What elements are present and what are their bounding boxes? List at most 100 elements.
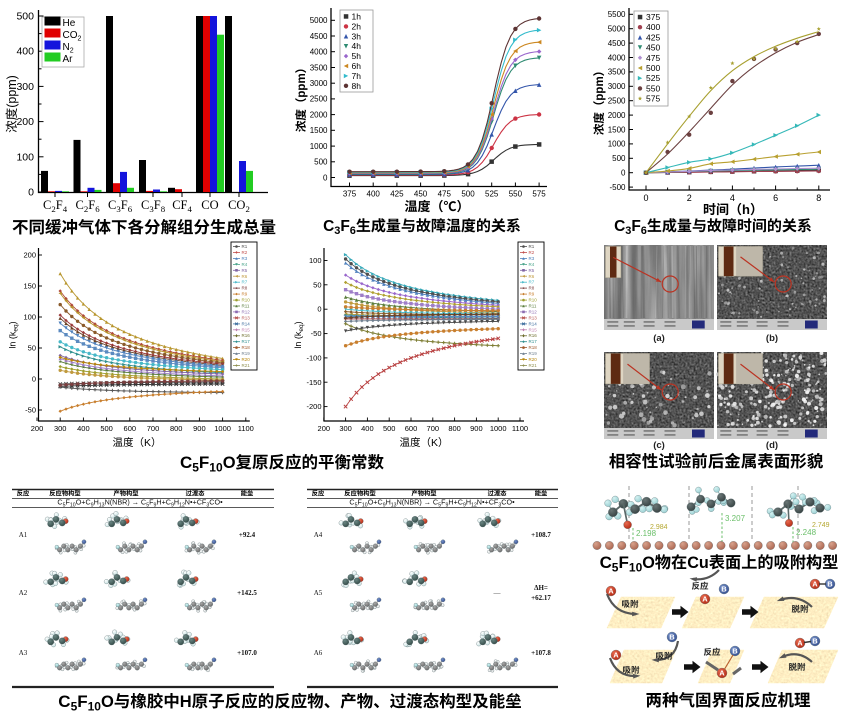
svg-text:9: 9 — [446, 502, 449, 508]
svg-text:R5: R5 — [242, 268, 248, 273]
svg-text:500: 500 — [16, 11, 34, 23]
svg-text:R16: R16 — [529, 333, 538, 338]
svg-text:O+C: O+C — [76, 498, 91, 507]
svg-text:5: 5 — [355, 502, 358, 508]
svg-text:O+C: O+C — [368, 498, 383, 507]
svg-text:600: 600 — [124, 424, 137, 433]
svg-text:Ar: Ar — [63, 54, 74, 65]
svg-text:H: H — [180, 693, 192, 711]
svg-text:500: 500 — [646, 63, 660, 73]
svg-text:7h: 7h — [352, 71, 362, 81]
svg-text:475: 475 — [646, 53, 660, 63]
svg-text:50: 50 — [313, 280, 321, 289]
svg-text:12: 12 — [179, 502, 185, 508]
svg-text:4h: 4h — [352, 41, 362, 51]
svg-text:-100: -100 — [306, 353, 321, 362]
svg-text:R13: R13 — [529, 315, 538, 320]
svg-text:10: 10 — [629, 560, 643, 574]
svg-text:0: 0 — [643, 193, 648, 203]
svg-text:0: 0 — [28, 187, 34, 199]
svg-text:R20: R20 — [529, 357, 538, 362]
svg-text:F: F — [66, 498, 71, 507]
svg-text:5: 5 — [192, 461, 199, 475]
svg-text:700: 700 — [427, 424, 440, 433]
svg-text:400: 400 — [77, 424, 90, 433]
svg-text:2000: 2000 — [310, 110, 328, 119]
svg-text:2h: 2h — [352, 21, 362, 31]
svg-text:R2: R2 — [242, 250, 248, 255]
svg-text:R6: R6 — [242, 274, 248, 279]
svg-text:O: O — [642, 554, 655, 572]
svg-text:ln (k: ln (k — [8, 331, 18, 349]
svg-text:700: 700 — [147, 424, 160, 433]
svg-text:—: — — [493, 589, 502, 597]
svg-text:-200: -200 — [306, 402, 321, 411]
svg-text:R2: R2 — [529, 250, 535, 255]
svg-text:12: 12 — [471, 502, 477, 508]
svg-text:ppm: ppm — [594, 76, 606, 100]
svg-text:C3​F8​: C3​F8​ — [141, 198, 166, 214]
svg-text:600: 600 — [405, 424, 418, 433]
svg-text:CO: CO — [201, 198, 218, 212]
svg-text:5: 5 — [63, 502, 66, 508]
svg-text:2000: 2000 — [608, 111, 626, 120]
svg-text:R10: R10 — [529, 298, 538, 303]
svg-text:2.248: 2.248 — [796, 528, 817, 537]
svg-text:R10: R10 — [242, 298, 251, 303]
svg-text:R14: R14 — [242, 321, 251, 326]
svg-text:2500: 2500 — [608, 97, 626, 106]
svg-text:150: 150 — [23, 282, 36, 291]
svg-text:9: 9 — [383, 502, 386, 508]
svg-text:5000: 5000 — [310, 16, 328, 25]
svg-text:ln (k: ln (k — [293, 331, 303, 349]
svg-text:800: 800 — [448, 424, 461, 433]
svg-text:N•+CF: N•+CF — [185, 498, 207, 507]
svg-text:R3: R3 — [529, 256, 535, 261]
svg-text:10: 10 — [70, 502, 76, 508]
svg-text:R6: R6 — [529, 274, 535, 279]
svg-text:R14: R14 — [529, 321, 538, 326]
svg-text:900: 900 — [193, 424, 206, 433]
svg-text:O: O — [223, 454, 236, 472]
svg-text:(a): (a) — [653, 333, 665, 344]
svg-text:B: B — [732, 647, 738, 656]
svg-text:F: F — [631, 218, 640, 235]
svg-text:A: A — [702, 595, 708, 604]
svg-text:525: 525 — [646, 73, 660, 83]
svg-text:R11: R11 — [242, 304, 250, 309]
svg-text:2.984: 2.984 — [650, 524, 668, 531]
svg-text:300: 300 — [54, 424, 67, 433]
svg-text:+107.8: +107.8 — [531, 649, 551, 657]
svg-text:6: 6 — [350, 225, 356, 237]
svg-text:F: F — [77, 692, 87, 711]
svg-text:eq: eq — [298, 324, 305, 332]
svg-text:300: 300 — [339, 424, 352, 433]
svg-text:4000: 4000 — [310, 48, 328, 57]
svg-text:(c): (c) — [653, 440, 665, 451]
svg-text:0: 0 — [621, 169, 626, 178]
svg-text:900: 900 — [470, 424, 483, 433]
svg-text:400: 400 — [361, 424, 374, 433]
svg-text:H+C: H+C — [156, 498, 171, 507]
svg-text:R7: R7 — [242, 280, 248, 285]
svg-text:C: C — [349, 498, 354, 507]
svg-text:10: 10 — [362, 502, 368, 508]
svg-text:F: F — [619, 553, 629, 572]
svg-text:9: 9 — [463, 502, 466, 508]
svg-text:1000: 1000 — [608, 140, 626, 149]
svg-text:0: 0 — [32, 375, 36, 384]
svg-text:450: 450 — [646, 43, 660, 53]
svg-text:425: 425 — [646, 32, 660, 42]
svg-text:500: 500 — [612, 154, 626, 163]
svg-text:H: H — [386, 498, 391, 507]
svg-text:A: A — [812, 580, 818, 589]
svg-text:8: 8 — [816, 193, 821, 203]
svg-text:1100: 1100 — [238, 424, 254, 433]
svg-text:3h: 3h — [352, 31, 362, 41]
svg-text:A: A — [797, 639, 803, 648]
svg-text:C2​F6​: C2​F6​ — [76, 198, 101, 214]
svg-text:R11: R11 — [529, 304, 537, 309]
svg-text:R9: R9 — [529, 292, 535, 297]
svg-text:3000: 3000 — [608, 82, 626, 91]
svg-text:F: F — [199, 453, 209, 472]
